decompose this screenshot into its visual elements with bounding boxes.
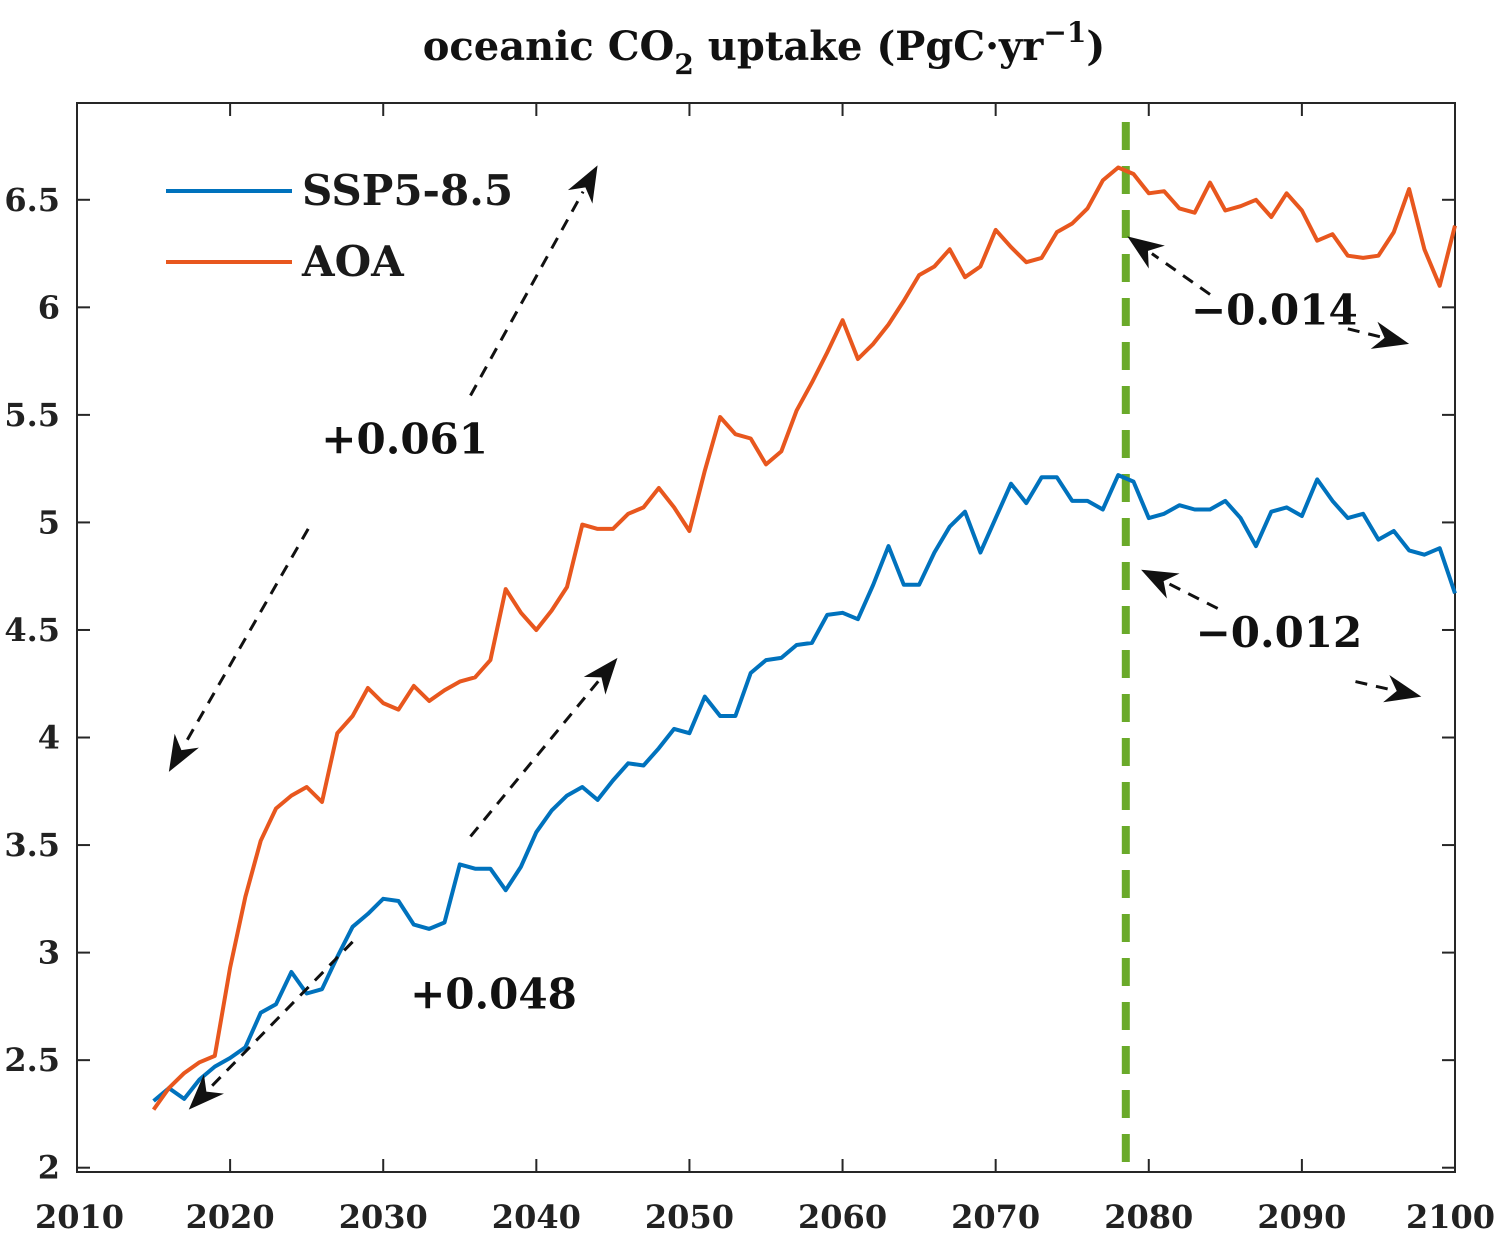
arrow-shaft: [182, 528, 310, 747]
x-tick-label: 2070: [951, 1198, 1040, 1236]
arrow-shaft: [208, 940, 354, 1090]
plot-area: [76, 102, 1456, 1173]
y-tick-label: 4: [38, 719, 60, 757]
x-tick-label: 2080: [1104, 1198, 1193, 1236]
trend-label: −0.012: [1196, 608, 1363, 657]
trend-label: +0.061: [321, 415, 488, 464]
title-rest: uptake (PgC·yr: [694, 23, 1044, 70]
arrow-head: [567, 165, 598, 204]
trend-arrow: [469, 657, 618, 838]
chart-title: oceanic CO2 uptake (PgC·yr−1): [423, 16, 1106, 81]
trend-label: +0.048: [410, 970, 577, 1019]
plot-frame: [76, 102, 1456, 1173]
series-line-aoa: [151, 165, 1457, 1111]
x-tick-label: 2090: [1257, 1198, 1346, 1236]
title-main: oceanic CO: [423, 23, 675, 70]
x-tick-label: 2020: [186, 1198, 275, 1236]
x-tick-label: 2010: [35, 1198, 124, 1236]
arrow-shaft: [469, 190, 585, 397]
trend-arrow: [1127, 236, 1211, 296]
trend-arrow: [188, 940, 354, 1110]
arrow-head: [1383, 674, 1422, 703]
y-tick-label: 5.5: [4, 396, 60, 434]
legend: SSP5-8.5 AOA: [166, 166, 513, 286]
arrow-shaft: [1167, 581, 1219, 610]
trend-arrows: [168, 165, 1422, 1110]
arrow-shaft: [1355, 680, 1393, 692]
x-tick-label: 2100: [1406, 1198, 1495, 1236]
title-superscript: −1: [1043, 16, 1086, 49]
y-axis: 2 2.5 3 3.5 4 4.5 5 5.5 6 6.5: [4, 181, 1455, 1187]
arrow-head: [1127, 236, 1165, 269]
x-tick-label: 2030: [339, 1198, 428, 1236]
x-axis: 2010 2020 2030 2040 2050 2060 2070 2080 2090 2100: [35, 103, 1495, 1236]
trend-label: −0.014: [1191, 286, 1358, 335]
x-tick-label: 2050: [645, 1198, 734, 1236]
arrow-head: [188, 1074, 224, 1110]
y-tick-label: 4.5: [4, 611, 60, 649]
trend-arrow: [1141, 569, 1219, 610]
y-tick-label: 2.5: [4, 1041, 60, 1079]
arrow-head: [1370, 321, 1410, 349]
trend-arrow: [168, 528, 310, 772]
title-subscript: 2: [674, 48, 693, 81]
y-tick-label: 2: [38, 1149, 60, 1187]
x-tick-label: 2040: [492, 1198, 581, 1236]
title-end: ): [1086, 23, 1105, 70]
y-tick-label: 6.5: [4, 181, 60, 219]
y-tick-label: 3: [38, 934, 60, 972]
trend-arrow: [1355, 674, 1422, 703]
arrow-head: [168, 733, 199, 772]
y-tick-label: 5: [38, 503, 60, 541]
x-tick-label: 2060: [798, 1198, 887, 1236]
legend-label-aoa: AOA: [301, 237, 405, 286]
legend-label-ssp: SSP5-8.5: [302, 166, 513, 215]
svg-text:oceanic CO2 uptake (PgC·yr−1): oceanic CO2 uptake (PgC·yr−1): [423, 16, 1106, 81]
arrow-head: [583, 657, 618, 695]
trend-annotations: +0.061 +0.048 −0.014 −0.012: [321, 286, 1362, 1019]
y-tick-label: 6: [38, 288, 60, 326]
y-tick-label: 3.5: [4, 826, 60, 864]
series-lines: [151, 165, 1457, 1111]
trend-arrow: [1347, 321, 1410, 349]
arrow-shaft: [1151, 252, 1211, 296]
trend-arrow: [469, 165, 598, 397]
arrow-head: [1141, 569, 1180, 599]
arrow-shaft: [469, 680, 600, 838]
series-line-ssp5-8.5: [152, 473, 1457, 1103]
arrow-shaft: [1347, 327, 1381, 339]
